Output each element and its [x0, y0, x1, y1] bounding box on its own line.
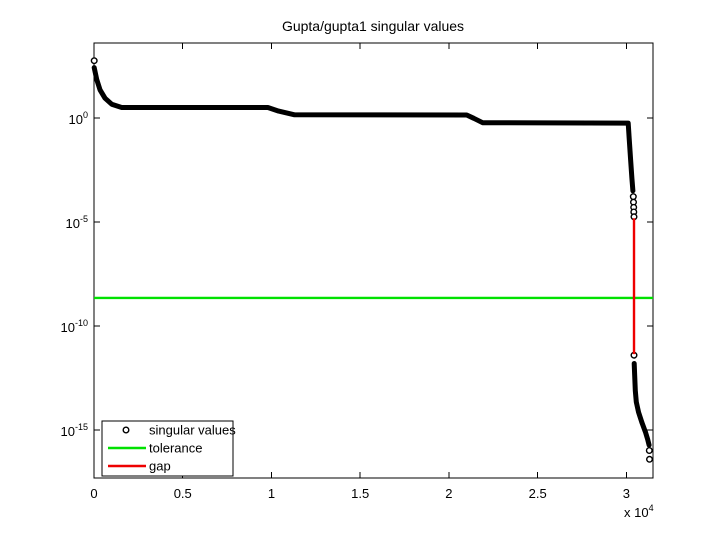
singular-value-marker: [646, 455, 654, 463]
axes-frame: [93, 42, 654, 479]
singular-values-curve: [631, 361, 652, 448]
x-tick-label: 0.5: [174, 486, 192, 501]
y-tick-label: 10-15: [61, 422, 88, 439]
x-axis-multiplier: x 104: [624, 503, 654, 520]
legend-label: gap: [149, 459, 171, 474]
legend-entry: singular values: [122, 423, 236, 438]
x-tick-label: 0: [90, 486, 97, 501]
x-tick-label: 1.5: [351, 486, 369, 501]
y-tick-label: 10-5: [66, 214, 88, 231]
x-tick-label: 3: [623, 486, 630, 501]
y-tick-label: 100: [69, 110, 88, 127]
x-tick-label: 2.5: [529, 486, 547, 501]
x-tick-label: 1: [268, 486, 275, 501]
singular-value-marker: [90, 57, 98, 65]
singular-value-marker: [645, 447, 653, 455]
y-tick-label: 10-10: [61, 318, 88, 335]
legend: singular values tolerance gap: [101, 420, 236, 477]
legend-label: tolerance: [149, 441, 202, 456]
legend-entry: tolerance: [108, 441, 202, 456]
singular-values-curve: [91, 65, 636, 194]
legend-marker-icon: [122, 426, 130, 434]
plot-generated-content: 0 0.5 1 1.5 2 2.5 3 x 104 100 10-5 10-10 10-15 singu…: [61, 42, 654, 520]
chart-title: Gupta/gupta1 singular values: [282, 18, 464, 34]
singular-value-marker: [629, 193, 637, 201]
legend-entry: gap: [108, 459, 171, 474]
legend-label: singular values: [149, 423, 236, 438]
x-tick-label: 2: [445, 486, 452, 501]
